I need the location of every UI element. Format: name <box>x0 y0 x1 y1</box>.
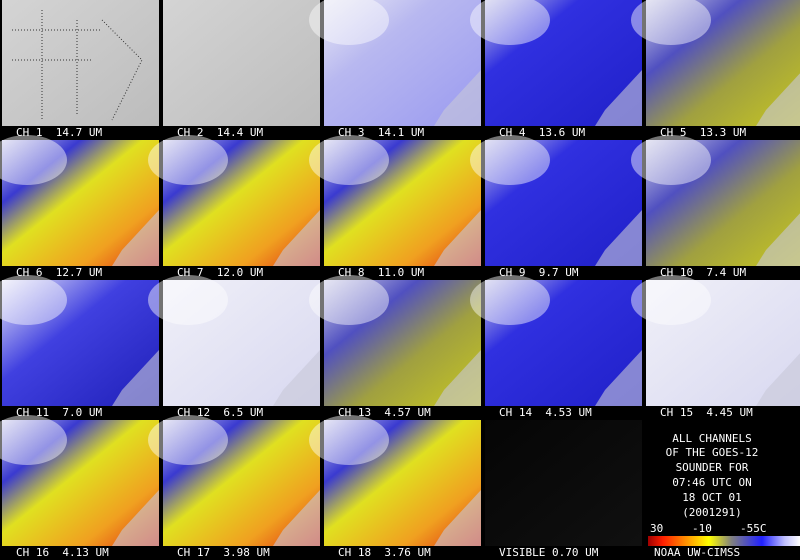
channel-label: CH 5 13.3 UM <box>660 126 746 139</box>
info-line: 18 OCT 01 <box>682 491 742 504</box>
coast <box>595 350 642 406</box>
coast <box>434 210 481 266</box>
cloud <box>631 135 711 185</box>
channel-label: CH 12 6.5 UM <box>177 406 263 419</box>
coast <box>273 210 320 266</box>
channel-label: CH 17 3.98 UM <box>177 546 270 559</box>
channel-label: CH 9 9.7 UM <box>499 266 579 279</box>
cloud <box>309 0 389 45</box>
channel-label: CH 6 12.7 UM <box>16 266 102 279</box>
cloud <box>309 415 389 465</box>
coast <box>756 73 800 126</box>
cloud <box>631 0 711 45</box>
info-line: OF THE GOES-12 <box>666 446 759 459</box>
coast <box>434 350 481 406</box>
channel-label: CH 8 11.0 UM <box>338 266 424 279</box>
info-line: (2001291) <box>682 506 742 519</box>
channel-label: CH 16 4.13 UM <box>16 546 109 559</box>
coast <box>112 210 159 266</box>
cloud <box>148 415 228 465</box>
channel-image <box>485 420 642 546</box>
colorbar <box>648 536 800 546</box>
channel-label: CH 18 3.76 UM <box>338 546 431 559</box>
coast <box>273 490 320 546</box>
cloud <box>148 135 228 185</box>
cloud <box>0 415 67 465</box>
colorbar-label: -10 <box>692 522 712 535</box>
channel-label: CH 3 14.1 UM <box>338 126 424 139</box>
cloud <box>309 135 389 185</box>
colorbar-label: -55C <box>740 522 767 535</box>
cloud <box>0 275 67 325</box>
cloud <box>470 0 550 45</box>
coast <box>112 490 159 546</box>
colorbar-label: 30 <box>650 522 663 535</box>
channel-label: CH 2 14.4 UM <box>177 126 263 139</box>
channel-label: CH 10 7.4 UM <box>660 266 746 279</box>
cloud <box>631 275 711 325</box>
coast <box>595 70 642 126</box>
channel-label: CH 13 4.57 UM <box>338 406 431 419</box>
coast <box>112 350 159 406</box>
cloud <box>148 275 228 325</box>
coast <box>756 353 800 406</box>
channel-label: VISIBLE 0.70 UM <box>499 546 599 559</box>
channel-label: CH 7 12.0 UM <box>177 266 263 279</box>
channel-label: CH 14 4.53 UM <box>499 406 592 419</box>
credit: NOAA UW-CIMSS <box>654 546 740 559</box>
channel-label: CH 11 7.0 UM <box>16 406 102 419</box>
map-lines <box>12 10 143 121</box>
cloud <box>470 135 550 185</box>
cloud <box>470 275 550 325</box>
channel-image <box>163 0 320 126</box>
channel-label: CH 15 4.45 UM <box>660 406 753 419</box>
coast <box>273 350 320 406</box>
coast <box>756 213 800 266</box>
channel-label: CH 1 14.7 UM <box>16 126 102 139</box>
coast <box>434 70 481 126</box>
info-line: SOUNDER FOR <box>676 461 749 474</box>
cloud <box>309 275 389 325</box>
info-line: ALL CHANNELS <box>672 432 751 445</box>
channel-image <box>2 0 159 126</box>
coast <box>434 490 481 546</box>
coast <box>595 210 642 266</box>
channel-label: CH 4 13.6 UM <box>499 126 585 139</box>
info-line: 07:46 UTC ON <box>672 476 751 489</box>
cloud <box>0 135 67 185</box>
